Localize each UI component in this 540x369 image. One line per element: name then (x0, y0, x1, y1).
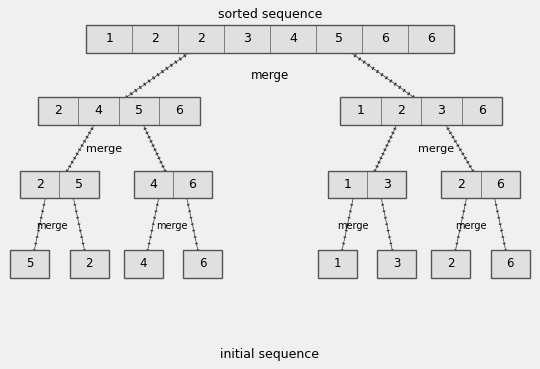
Bar (134, 170, 212, 199)
Bar (328, 170, 407, 199)
Text: 4: 4 (139, 257, 147, 270)
Text: merge: merge (251, 69, 289, 82)
Text: sorted sequence: sorted sequence (218, 8, 322, 21)
Text: 4: 4 (94, 104, 103, 117)
Text: 4: 4 (149, 178, 157, 191)
Bar (491, 250, 530, 278)
Bar (183, 250, 222, 278)
Text: 1: 1 (334, 257, 341, 270)
Text: merge: merge (455, 221, 487, 231)
Text: merge: merge (36, 221, 68, 231)
Text: 5: 5 (335, 32, 343, 45)
Bar (377, 250, 416, 278)
Text: 6: 6 (507, 257, 514, 270)
Text: 3: 3 (437, 104, 446, 117)
Text: merge: merge (338, 221, 369, 231)
Text: 3: 3 (393, 257, 401, 270)
Bar (70, 250, 109, 278)
Text: 6: 6 (478, 104, 486, 117)
Text: 6: 6 (496, 178, 504, 191)
Text: 5: 5 (75, 178, 83, 191)
Bar (442, 170, 519, 199)
Text: 6: 6 (381, 32, 389, 45)
Text: 6: 6 (427, 32, 435, 45)
Text: 6: 6 (176, 104, 184, 117)
Text: 1: 1 (343, 178, 352, 191)
Text: 2: 2 (36, 178, 44, 191)
Text: 6: 6 (188, 178, 197, 191)
Text: 2: 2 (54, 104, 62, 117)
Text: 3: 3 (383, 178, 391, 191)
Text: 2: 2 (447, 257, 455, 270)
Text: 5: 5 (26, 257, 33, 270)
Bar (124, 250, 163, 278)
Bar (318, 250, 357, 278)
Text: 1: 1 (356, 104, 365, 117)
Text: merge: merge (86, 144, 122, 154)
Bar (10, 250, 49, 278)
Text: 4: 4 (289, 32, 297, 45)
Text: 2: 2 (397, 104, 405, 117)
Text: 1: 1 (105, 32, 113, 45)
Bar (38, 97, 200, 125)
Text: 2: 2 (85, 257, 93, 270)
Text: 6: 6 (199, 257, 206, 270)
Bar (86, 25, 454, 52)
Text: 2: 2 (197, 32, 205, 45)
Text: 2: 2 (457, 178, 465, 191)
Text: merge: merge (156, 221, 187, 231)
Bar (21, 170, 98, 199)
Text: 3: 3 (243, 32, 251, 45)
Text: 5: 5 (135, 104, 143, 117)
Text: initial sequence: initial sequence (220, 348, 320, 362)
Bar (340, 97, 502, 125)
Bar (431, 250, 470, 278)
Text: 2: 2 (151, 32, 159, 45)
Text: merge: merge (418, 144, 454, 154)
